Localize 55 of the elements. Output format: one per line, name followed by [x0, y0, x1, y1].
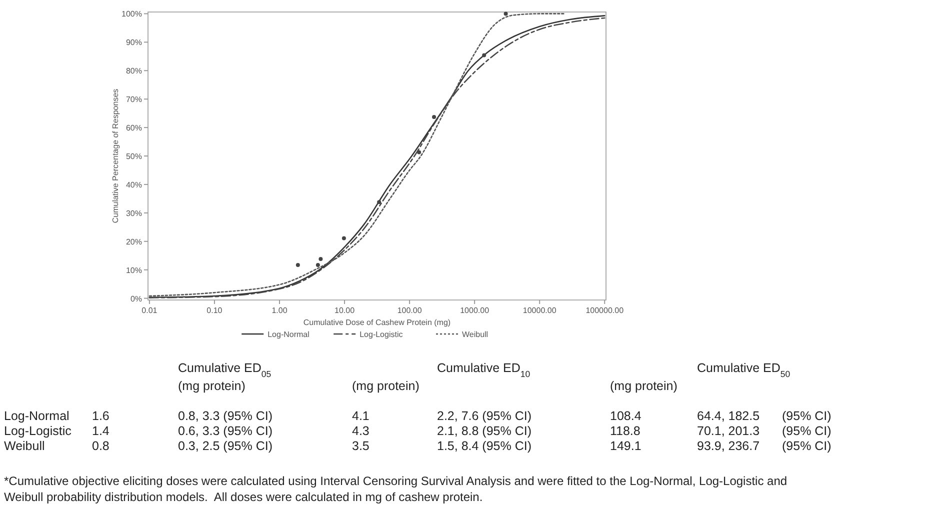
- text: 2.2, 7.6 (95% CI): [437, 409, 532, 423]
- x-tick-label: 0.01: [142, 306, 158, 315]
- y-tick-label: 80%: [126, 66, 142, 76]
- y-tick-label: 40%: [126, 180, 142, 190]
- y-tick-label: 50%: [126, 152, 142, 161]
- text: Cumulative ED$_{05}$: [178, 361, 272, 379]
- text: Cumulative ED$_{50}$: [697, 361, 790, 379]
- text: 4.1: [352, 409, 370, 423]
- text: 1.5, 8.4 (95% CI): [437, 439, 532, 453]
- x-tick-label: 100.00: [397, 306, 422, 315]
- text: Weibull: [4, 439, 45, 453]
- text: Log-Normal: [4, 409, 70, 423]
- text: 1.4: [92, 424, 110, 438]
- text: 1.6: [92, 409, 110, 423]
- text: 108.4: [610, 409, 642, 423]
- legend-label: Log-Logistic: [360, 330, 403, 339]
- y-axis-title: Cumulative Percentage of Responses: [111, 88, 120, 224]
- text: 4.3: [352, 424, 370, 438]
- text: (95% CI): [782, 409, 832, 423]
- text: 118.8: [610, 424, 640, 438]
- text: *Cumulative objective eliciting doses were calculated using Interval Censoring Survival Analysis and were fitted to the Log-Normal, Log-Logistic and Weibull probability distribution models. All doses were calculated in mg of cashew protein.: [4, 474, 788, 504]
- text: 2.1, 8.8 (95% CI): [437, 424, 532, 438]
- y-tick-label: 100%: [122, 10, 142, 19]
- text: (95% CI): [782, 424, 832, 438]
- x-tick-label: 1000.00: [460, 306, 490, 315]
- x-tick-label: 1.00: [272, 306, 288, 315]
- y-tick-label: 0%: [130, 294, 142, 304]
- text: 70.1, 201.3: [697, 424, 760, 438]
- text: 0.8, 3.3 (95% CI): [178, 409, 272, 423]
- legend-label: Weibull: [462, 330, 488, 339]
- x-tick-label: 10000.00: [522, 306, 557, 315]
- text: 0.8: [92, 439, 110, 453]
- y-tick-label: 30%: [126, 208, 142, 218]
- y-tick-label: 60%: [126, 124, 142, 133]
- y-tick-label: 10%: [126, 266, 142, 275]
- x-tick-label: 10.00: [334, 306, 356, 315]
- text: Cumulative ED$_{10}$: [437, 361, 530, 379]
- x-axis-title: Cumulative Dose of Cashew Protein (mg): [303, 318, 451, 327]
- y-tick-label: 70%: [126, 95, 142, 104]
- y-tick-label: 90%: [126, 38, 142, 48]
- text: 93.9, 236.7: [697, 439, 760, 453]
- text: 0.6, 3.3 (95% CI): [178, 424, 272, 438]
- text: 3.5: [352, 439, 370, 453]
- text: 149.1: [610, 439, 642, 453]
- text: (mg protein): [610, 379, 678, 393]
- text: 64.4, 182.5: [697, 409, 760, 423]
- legend-label: Log-Normal: [268, 330, 310, 339]
- y-tick-label: 20%: [126, 237, 142, 246]
- text: (95% CI): [782, 439, 832, 453]
- text: 0.3, 2.5 (95% CI): [178, 439, 272, 453]
- x-tick-label: 100000.00: [586, 306, 624, 315]
- text: (mg protein): [178, 379, 246, 393]
- x-tick-label: 0.10: [206, 306, 223, 315]
- text: Log-Logistic: [4, 424, 72, 438]
- text: (mg protein): [352, 379, 420, 393]
